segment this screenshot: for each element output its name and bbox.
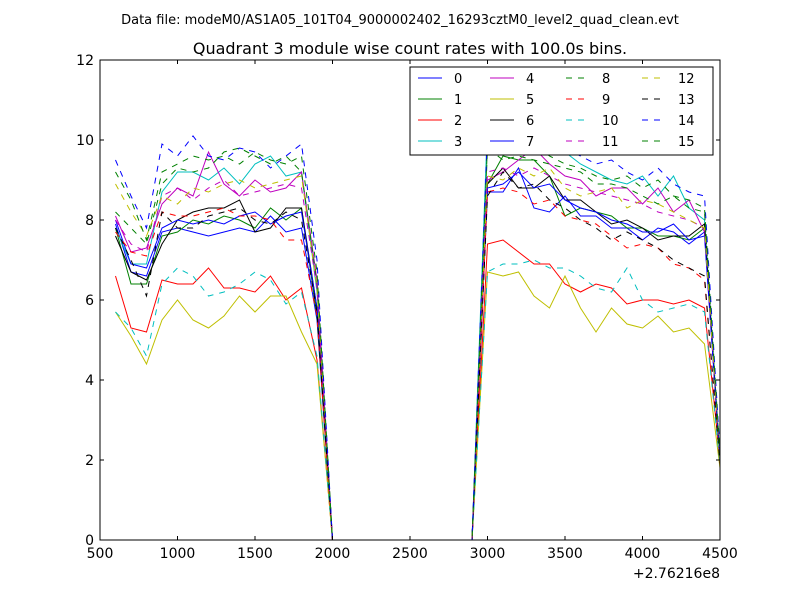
y-tick-label-2: 2: [85, 453, 94, 469]
series-line-10: [115, 259, 721, 541]
x-tick-label-3000: 3000: [470, 546, 506, 562]
x-tick-label-2000: 2000: [315, 546, 351, 562]
series-line-13: [115, 171, 721, 541]
legend-label-3: 3: [454, 135, 462, 150]
legend-label-10: 10: [602, 114, 619, 129]
x-tick-label-4500: 4500: [702, 546, 738, 562]
x-tick-label-3500: 3500: [547, 546, 583, 562]
x-tick-label-2500: 2500: [392, 546, 428, 562]
legend-label-6: 6: [526, 114, 534, 129]
chart-title: Quadrant 3 module wise count rates with …: [193, 39, 627, 58]
axis-ticks: 500 1000 1500 2000 2500 3000 3500 4000 4500 0 2 4 6 8…: [76, 53, 738, 562]
y-tick-label-0: 0: [85, 533, 94, 549]
series-line-5: [115, 271, 721, 541]
x-tick-label-4000: 4000: [625, 546, 661, 562]
legend-label-4: 4: [526, 72, 534, 87]
series-line-2: [115, 239, 721, 541]
series-line-1: [115, 155, 721, 541]
legend-label-1: 1: [454, 93, 462, 108]
legend-label-15: 15: [678, 135, 695, 150]
y-tick-label-8: 8: [85, 213, 94, 229]
legend-label-11: 11: [602, 135, 619, 150]
series-line-11: [115, 167, 721, 541]
legend-box: [409, 66, 714, 156]
legend-label-14: 14: [678, 114, 695, 129]
series-line-9: [115, 187, 721, 541]
y-tick-label-6: 6: [85, 293, 94, 309]
y-tick-label-4: 4: [85, 373, 94, 389]
y-tick-label-12: 12: [76, 53, 94, 69]
y-tick-label-10: 10: [76, 133, 94, 149]
x-tick-label-1500: 1500: [237, 546, 273, 562]
legend-label-5: 5: [526, 93, 534, 108]
x-offset-label: +2.76216e8: [633, 566, 720, 582]
legend-label-9: 9: [602, 93, 610, 108]
plot-frame: [99, 59, 721, 541]
series-line-14: [115, 78, 721, 541]
series-line-3: [115, 98, 721, 541]
x-tick-label-500: 500: [87, 546, 114, 562]
figure-suptitle: Data file: modeM0/AS1A05_101T04_90000024…: [121, 13, 679, 28]
legend-label-0: 0: [454, 72, 462, 87]
legend-label-12: 12: [678, 72, 695, 87]
x-tick-label-1000: 1000: [160, 546, 196, 562]
legend-label-13: 13: [678, 93, 695, 108]
series-line-15: [115, 131, 721, 541]
legend-label-8: 8: [602, 72, 610, 87]
legend-label-7: 7: [526, 135, 534, 150]
series-line-7: [115, 171, 721, 541]
series-line-8: [115, 147, 721, 541]
legend-label-2: 2: [454, 114, 462, 129]
